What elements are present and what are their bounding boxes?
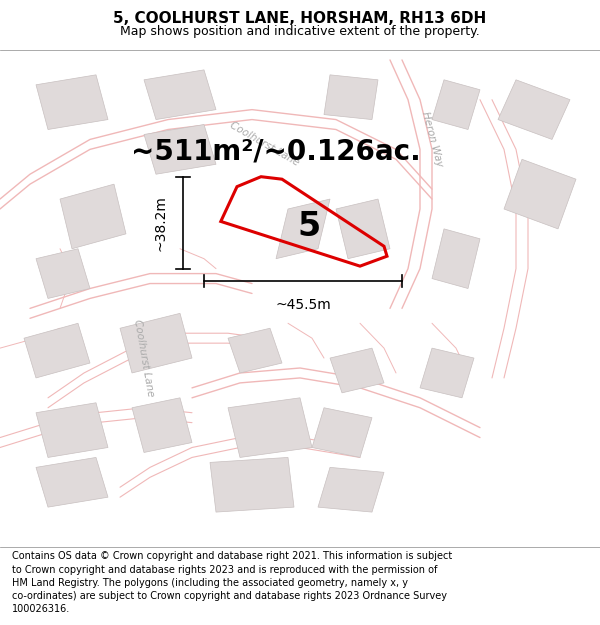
Text: Map shows position and indicative extent of the property.: Map shows position and indicative extent… [120, 24, 480, 38]
Text: 5, COOLHURST LANE, HORSHAM, RH13 6DH: 5, COOLHURST LANE, HORSHAM, RH13 6DH [113, 11, 487, 26]
Polygon shape [432, 80, 480, 129]
Polygon shape [120, 313, 192, 373]
Polygon shape [420, 348, 474, 398]
Polygon shape [144, 70, 216, 119]
Polygon shape [318, 468, 384, 512]
Polygon shape [504, 159, 576, 229]
Polygon shape [132, 398, 192, 452]
Polygon shape [432, 229, 480, 289]
Polygon shape [36, 249, 90, 298]
Polygon shape [144, 124, 216, 174]
Polygon shape [228, 328, 282, 373]
Polygon shape [312, 408, 372, 458]
Polygon shape [324, 75, 378, 119]
Polygon shape [228, 398, 312, 458]
Polygon shape [210, 458, 294, 512]
Polygon shape [330, 348, 384, 393]
Polygon shape [36, 75, 108, 129]
Text: 5: 5 [298, 210, 320, 243]
Polygon shape [36, 402, 108, 458]
Text: Heron Way: Heron Way [420, 111, 444, 168]
Text: Coolhurst Lane: Coolhurst Lane [132, 319, 156, 398]
Polygon shape [276, 199, 330, 259]
Polygon shape [498, 80, 570, 139]
Polygon shape [336, 199, 390, 259]
Polygon shape [60, 184, 126, 249]
Polygon shape [24, 323, 90, 378]
Polygon shape [36, 458, 108, 507]
Text: ~511m²/~0.126ac.: ~511m²/~0.126ac. [131, 138, 421, 166]
Text: ~38.2m: ~38.2m [154, 195, 168, 251]
Text: Contains OS data © Crown copyright and database right 2021. This information is : Contains OS data © Crown copyright and d… [12, 551, 452, 614]
Text: ~45.5m: ~45.5m [275, 299, 331, 312]
Text: Coolhurst Lane: Coolhurst Lane [227, 121, 301, 168]
